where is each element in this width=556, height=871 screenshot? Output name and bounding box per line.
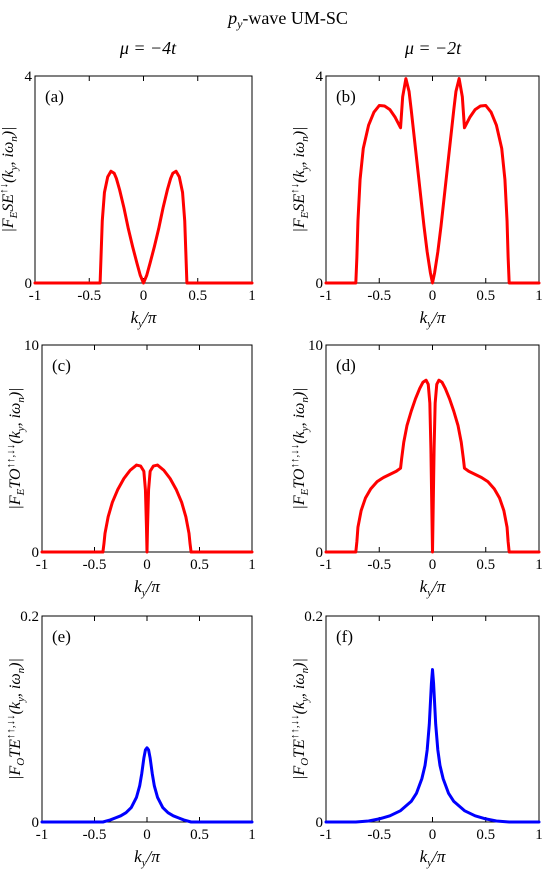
y-tick-label: 10 [308, 338, 323, 354]
y-tick-label: 0.2 [20, 609, 39, 625]
x-tick-label: 0.5 [476, 288, 495, 304]
x-tick-label: -0.5 [77, 288, 101, 304]
y-axis-label: |FESE↑↓(ky, iωn)| [0, 127, 20, 233]
x-tick-label: 0 [143, 557, 151, 573]
x-tick-label: -0.5 [367, 557, 391, 573]
series-line [324, 668, 541, 824]
y-tick-label: 10 [24, 338, 39, 354]
figure-title-sub: y [236, 17, 243, 31]
x-tick-label: 0 [429, 827, 437, 843]
axes-frame [41, 615, 253, 823]
x-tick-label: 0 [140, 288, 148, 304]
x-tick-label: 0.5 [476, 827, 495, 843]
x-tick-label: 1 [535, 827, 543, 843]
panel-e: -1 -0.5 0 0.5 1 0 0.2 (e) ky/π |FOTE↑↑,↓↓(ky, iωn… [5, 609, 256, 869]
panel-label: (d) [336, 356, 356, 375]
x-axis-label: ky/π [134, 577, 160, 599]
panel-label: (e) [52, 627, 71, 646]
x-tick-label: 0.5 [476, 557, 495, 573]
y-axis-label: |FOTE↑↑,↓↓(ky, iωn)| [5, 658, 27, 780]
y-tick-label: 0 [316, 276, 324, 292]
x-tick-label: 0.5 [190, 557, 209, 573]
x-tick-label: 1 [248, 557, 256, 573]
panel-label: (f) [336, 627, 353, 646]
x-tick-label: 1 [535, 557, 543, 573]
x-tick-label: -1 [36, 827, 49, 843]
series-line [324, 77, 541, 285]
y-axis-label: |FESE↑↓(ky, iωn)| [289, 127, 311, 233]
axes-frame [325, 615, 540, 823]
x-tick-label: -0.5 [83, 557, 107, 573]
series-line [40, 746, 254, 824]
panels: -1 -0.5 0 0.5 104(a)ky/π|FESE↑↓(ky, iωn)|-1-… [0, 69, 543, 869]
axes-frame [34, 75, 253, 284]
panel-label: (a) [45, 87, 64, 106]
x-tick-label: 0 [429, 288, 437, 304]
x-tick-label: 0.5 [190, 827, 209, 843]
y-axis-label: |FETO↑↑,↓↓(ky, iωn)| [289, 387, 311, 509]
x-tick-label: -1 [36, 557, 49, 573]
x-tick-label: 1 [248, 288, 256, 304]
y-tick-label: 4 [316, 69, 324, 85]
panel-label: (b) [336, 87, 356, 106]
series-line [40, 463, 254, 554]
x-tick-label: 1 [248, 827, 256, 843]
x-tick-label: -1 [320, 557, 333, 573]
figure-title-main: p [226, 8, 237, 28]
x-tick-label: -1 [320, 827, 333, 843]
y-tick-label: 0 [316, 545, 324, 561]
x-tick-label: -1 [320, 288, 333, 304]
y-tick-label: 0 [32, 815, 40, 831]
x-tick-label: -0.5 [367, 288, 391, 304]
x-tick-label: -1 [29, 288, 42, 304]
column-header-right: μ = −2t [404, 38, 462, 58]
x-tick-label: -0.5 [367, 827, 391, 843]
y-tick-label: 0 [316, 815, 324, 831]
x-axis-label: ky/π [420, 847, 446, 869]
x-axis-label: ky/π [420, 308, 446, 330]
x-tick-label: 0 [429, 557, 437, 573]
y-tick-label: 0 [25, 276, 33, 292]
x-tick-label: 0 [143, 827, 151, 843]
x-tick-label: 1 [535, 288, 543, 304]
column-header-left: μ = −4t [119, 38, 177, 58]
series-line [33, 169, 254, 285]
x-axis-label: ky/π [131, 308, 157, 330]
x-axis-label: ky/π [420, 577, 446, 599]
y-tick-label: 4 [25, 69, 33, 85]
panel-a: -1 -0.5 0 0.5 1 0 4 (a) ky/π |FESE↑↓(ky, iωn)| [0, 69, 256, 330]
x-axis-label: ky/π [134, 847, 160, 869]
x-tick-label: 0.5 [188, 288, 207, 304]
figure-title-rest: -wave UM-SC [242, 8, 348, 28]
y-axis-label: |FOTE↑↑,↓↓(ky, iωn)| [289, 658, 311, 780]
y-tick-label: 0 [32, 545, 40, 561]
panel-label: (c) [52, 356, 71, 375]
series-line [324, 378, 541, 554]
y-axis-label: |FETO↑↑,↓↓(ky, iωn)| [5, 387, 27, 509]
figure-title: py-wave UM-SC [226, 8, 348, 31]
y-tick-label: 0.2 [304, 609, 323, 625]
x-tick-label: -0.5 [83, 827, 107, 843]
panel-b: -1 -0.5 0 0.5 1 0 4 (b) ky/π |FESE↑↓(ky, iωn)| [289, 69, 543, 330]
panel-f: -1 -0.5 0 0.5 1 0 0.2 (f) ky/π |FOTE↑↑,↓↓(ky, iωn… [289, 609, 543, 869]
